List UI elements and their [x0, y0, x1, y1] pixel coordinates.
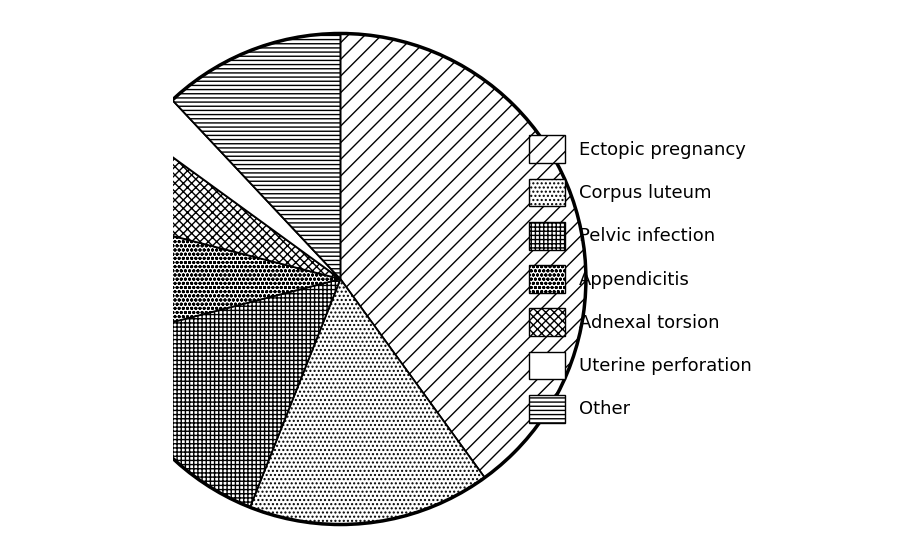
- Wedge shape: [172, 33, 340, 279]
- Wedge shape: [95, 218, 340, 340]
- Wedge shape: [142, 100, 340, 279]
- Wedge shape: [340, 33, 585, 478]
- Wedge shape: [102, 134, 340, 279]
- Legend: Ectopic pregnancy, Corpus luteum, Pelvic infection, Appendicitis, Adnexal torsio: Ectopic pregnancy, Corpus luteum, Pelvic…: [519, 126, 760, 432]
- Wedge shape: [102, 279, 340, 507]
- Wedge shape: [250, 279, 484, 525]
